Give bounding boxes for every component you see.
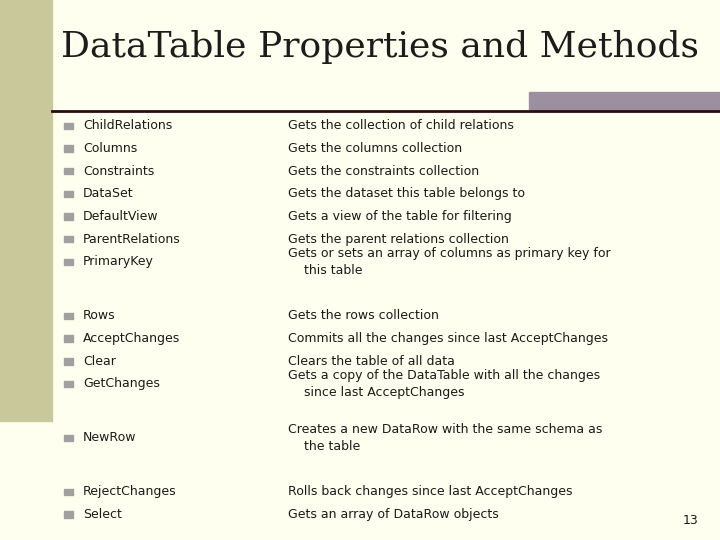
Text: Gets the parent relations collection: Gets the parent relations collection [288, 233, 509, 246]
Bar [64, 168, 73, 174]
Text: RejectChanges: RejectChanges [83, 485, 176, 498]
Text: Gets the rows collection: Gets the rows collection [288, 309, 439, 322]
Text: Gets a copy of the DataTable with all the changes
    since last AcceptChanges: Gets a copy of the DataTable with all th… [288, 369, 600, 399]
Text: Columns: Columns [83, 142, 137, 155]
Bar [64, 313, 73, 319]
Text: DataSet: DataSet [83, 187, 133, 200]
Text: ParentRelations: ParentRelations [83, 233, 181, 246]
Bar [64, 236, 73, 242]
Text: Gets the dataset this table belongs to: Gets the dataset this table belongs to [288, 187, 525, 200]
Text: Gets or sets an array of columns as primary key for
    this table: Gets or sets an array of columns as prim… [288, 247, 611, 277]
Text: Gets a view of the table for filtering: Gets a view of the table for filtering [288, 210, 512, 223]
Bar [64, 489, 73, 495]
Text: Gets the columns collection: Gets the columns collection [288, 142, 462, 155]
Text: PrimaryKey: PrimaryKey [83, 255, 153, 268]
Bar [0, 0, 52, 421]
Bar [64, 259, 73, 265]
Text: Clears the table of all data: Clears the table of all data [288, 355, 455, 368]
Text: Rows: Rows [83, 309, 115, 322]
Text: Creates a new DataRow with the same schema as
    the table: Creates a new DataRow with the same sche… [288, 423, 603, 453]
Bar [529, 92, 720, 111]
Text: ChildRelations: ChildRelations [83, 119, 172, 132]
Bar [64, 511, 73, 518]
Text: AcceptChanges: AcceptChanges [83, 332, 180, 345]
Text: DefaultView: DefaultView [83, 210, 158, 223]
Bar [64, 335, 73, 342]
Bar [64, 358, 73, 365]
Text: GetChanges: GetChanges [83, 377, 160, 390]
Text: NewRow: NewRow [83, 431, 136, 444]
Bar [64, 145, 73, 152]
Text: DataTable Properties and Methods: DataTable Properties and Methods [61, 30, 699, 64]
Text: Constraints: Constraints [83, 165, 154, 178]
Text: 13: 13 [683, 514, 698, 526]
Bar [64, 191, 73, 197]
Bar [64, 435, 73, 441]
Text: Clear: Clear [83, 355, 116, 368]
Bar [64, 123, 73, 129]
Text: Commits all the changes since last AcceptChanges: Commits all the changes since last Accep… [288, 332, 608, 345]
Text: Gets the constraints collection: Gets the constraints collection [288, 165, 479, 178]
Text: Select: Select [83, 508, 122, 521]
Bar [64, 213, 73, 220]
Text: Gets an array of DataRow objects: Gets an array of DataRow objects [288, 508, 499, 521]
Bar [64, 381, 73, 387]
Text: Gets the collection of child relations: Gets the collection of child relations [288, 119, 514, 132]
Text: Rolls back changes since last AcceptChanges: Rolls back changes since last AcceptChan… [288, 485, 572, 498]
